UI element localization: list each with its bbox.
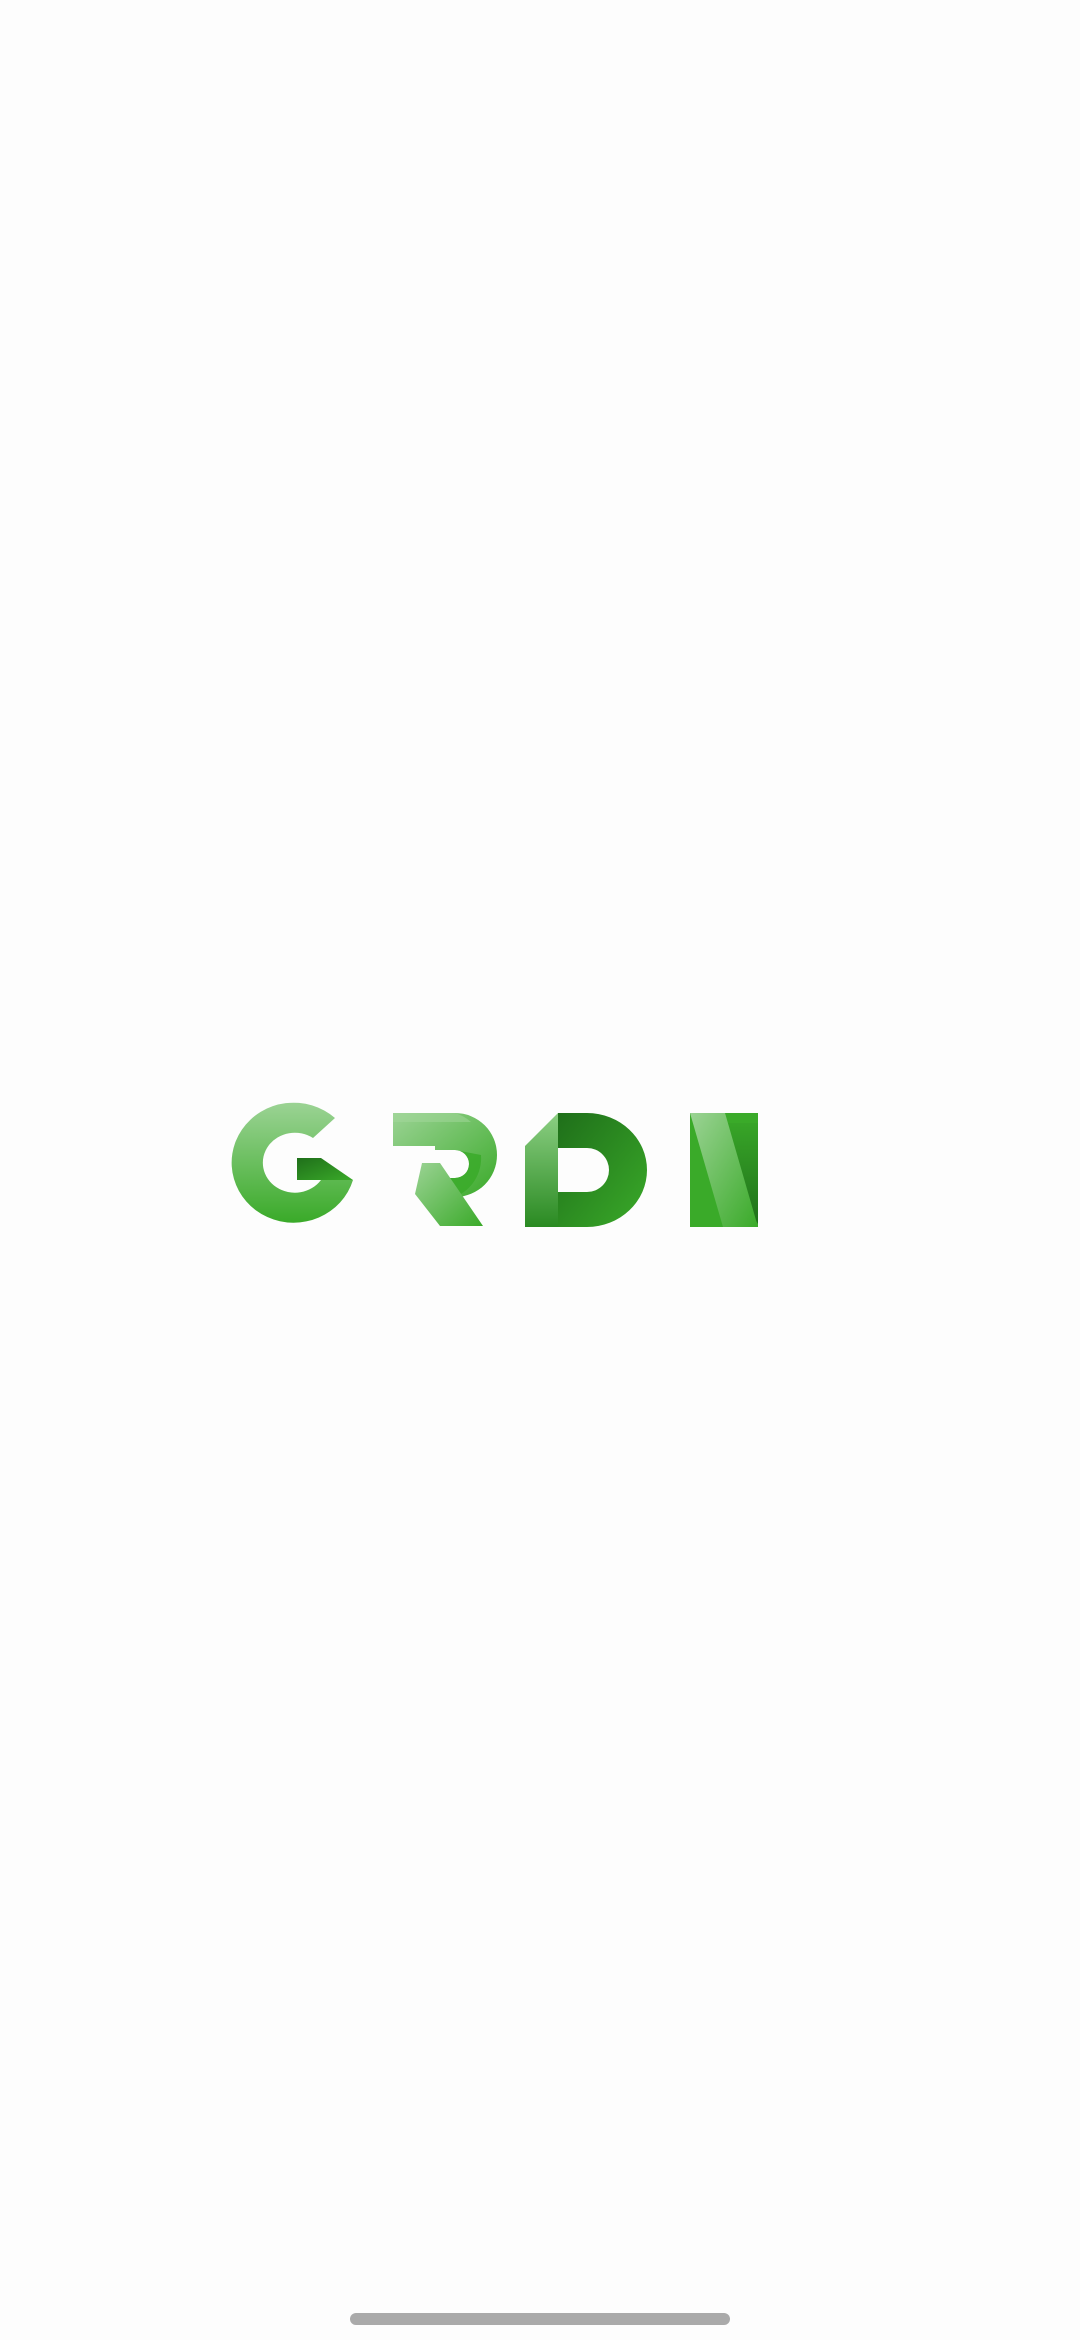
letter-g-icon: [231, 1102, 353, 1223]
letter-n-icon: [690, 1113, 758, 1227]
letter-d-icon: [525, 1113, 647, 1227]
grdn-wordmark-icon: [231, 1102, 758, 1227]
home-indicator-bar[interactable]: [350, 2313, 730, 2325]
letter-r-icon: [393, 1113, 497, 1226]
grdn-logo: GRDN: [225, 1100, 855, 1240]
